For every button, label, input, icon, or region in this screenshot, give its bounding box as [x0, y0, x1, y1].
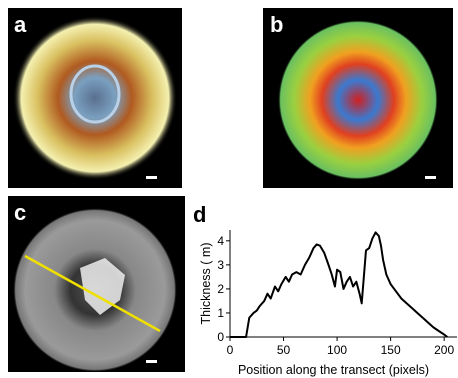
x-axis-label: Position along the transect (pixels): [238, 363, 429, 377]
panel-b: b: [263, 8, 453, 188]
panel-a: a: [8, 8, 182, 188]
data-line: [230, 231, 448, 338]
panel-label: b: [270, 12, 283, 37]
y-tick-label: 4: [217, 234, 224, 248]
y-tick-label: 1: [217, 306, 224, 320]
y-tick-label: 0: [217, 330, 224, 344]
y-axis-label: Thickness ( m): [199, 243, 213, 325]
panel-label: a: [14, 12, 27, 37]
y-tick-label: 2: [217, 282, 224, 296]
x-tick-label: 150: [381, 343, 401, 357]
x-tick-label: 100: [327, 343, 347, 357]
x-tick-label: 50: [277, 343, 291, 357]
x-tick-label: 200: [434, 343, 454, 357]
panel-c: c: [8, 196, 185, 372]
x-tick-label: 0: [227, 343, 234, 357]
panel-label: d: [193, 202, 206, 227]
y-tick-label: 3: [217, 258, 224, 272]
panel-label: c: [14, 200, 26, 225]
